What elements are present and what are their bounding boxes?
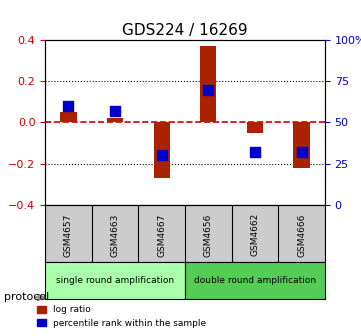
Bar <box>293 122 310 168</box>
Text: protocol: protocol <box>4 292 49 302</box>
Text: double round amplification: double round amplification <box>194 276 316 285</box>
Bar <box>107 118 123 122</box>
Title: GDS224 / 16269: GDS224 / 16269 <box>122 23 248 38</box>
Point <box>299 149 304 155</box>
Bar <box>60 112 77 122</box>
Point <box>205 87 211 92</box>
Text: GSM4666: GSM4666 <box>297 213 306 257</box>
Text: GSM4663: GSM4663 <box>110 213 119 257</box>
Text: GSM4656: GSM4656 <box>204 213 213 257</box>
Text: GSM4657: GSM4657 <box>64 213 73 257</box>
FancyBboxPatch shape <box>185 262 325 299</box>
Point <box>66 103 71 109</box>
Bar <box>200 46 217 122</box>
Point <box>112 108 118 114</box>
Point <box>159 153 165 158</box>
Bar <box>247 122 263 133</box>
Text: GSM4667: GSM4667 <box>157 213 166 257</box>
Point <box>252 149 258 155</box>
Text: GSM4662: GSM4662 <box>251 213 260 256</box>
Text: single round amplification: single round amplification <box>56 276 174 285</box>
FancyBboxPatch shape <box>45 262 185 299</box>
Bar <box>153 122 170 178</box>
Legend: log ratio, percentile rank within the sample: log ratio, percentile rank within the sa… <box>34 302 210 332</box>
